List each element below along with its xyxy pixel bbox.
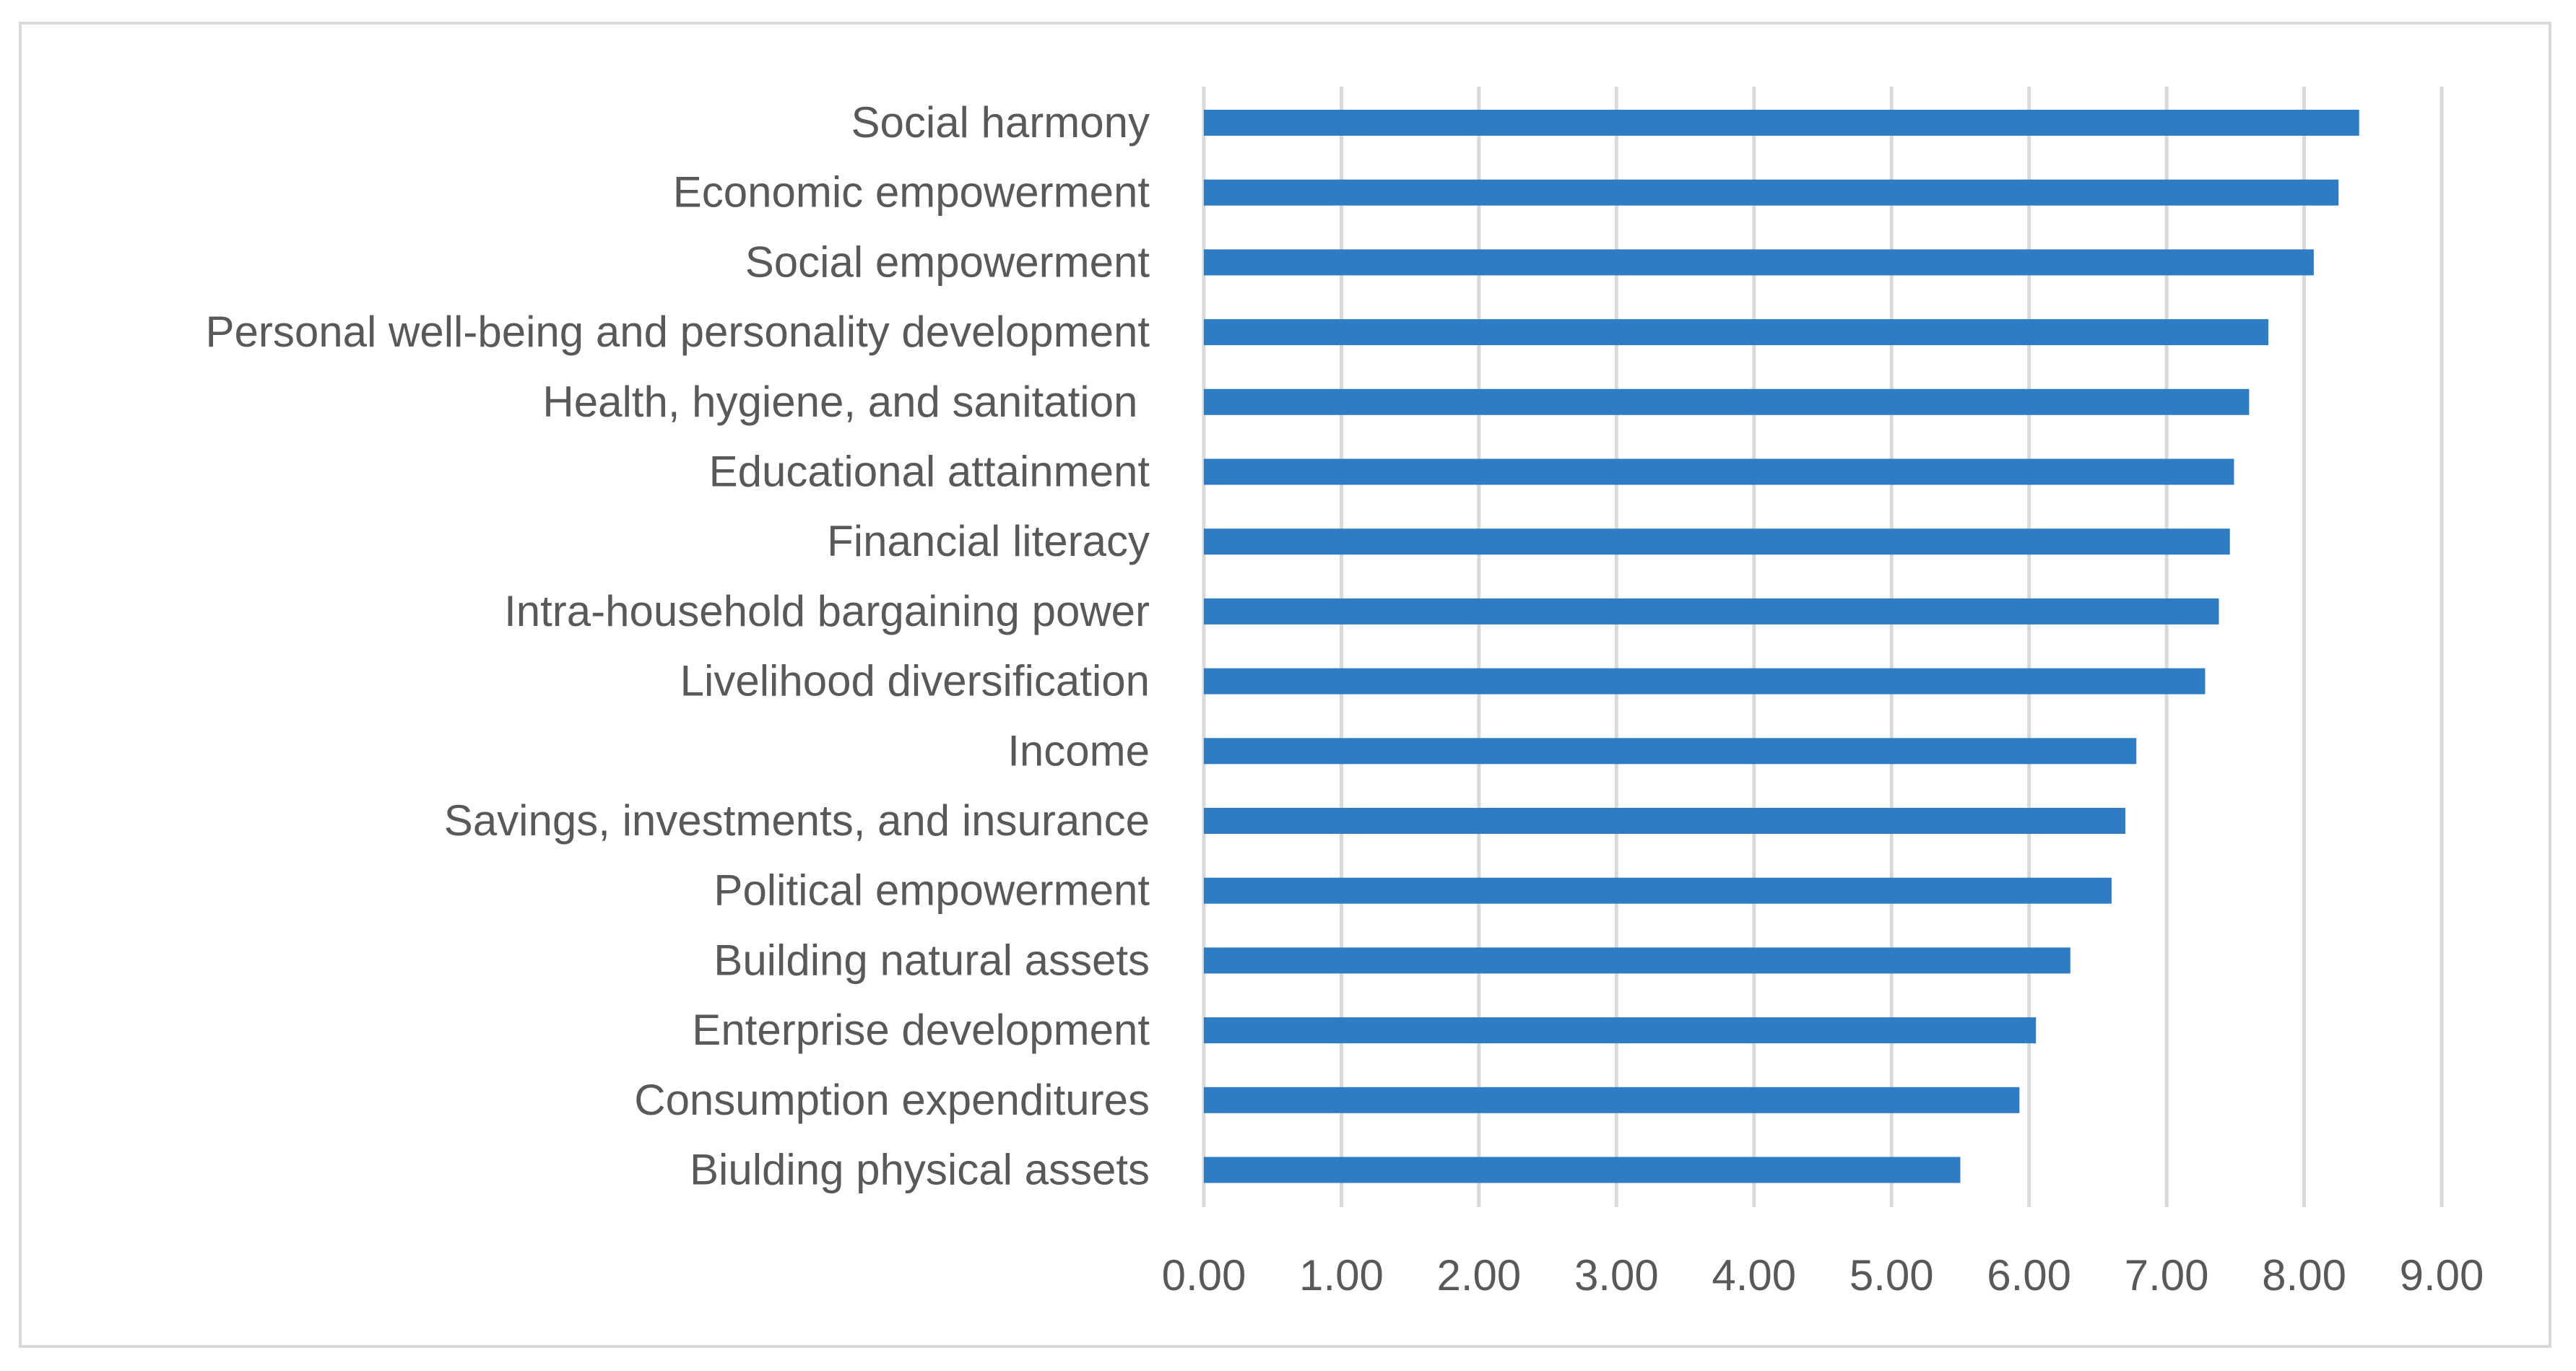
x-tick-label: 3.00 [1574, 1251, 1659, 1300]
bar [1204, 458, 2234, 485]
bars [1204, 110, 2359, 1183]
bar [1204, 598, 2219, 624]
x-tick-label: 4.00 [1712, 1251, 1796, 1300]
category-label: Income [1007, 726, 1150, 775]
x-tick-labels: 0.00 1.00 2.00 3.00 4.00 5.00 6.00 7.00 8.00 9.00 [1162, 1251, 2484, 1300]
category-label: Social empowerment [745, 238, 1150, 286]
bar [1204, 1087, 2020, 1113]
x-tick-label: 0.00 [1162, 1251, 1246, 1300]
category-label: Health, hygiene, and sanitation [542, 378, 1150, 426]
bar [1204, 738, 2137, 765]
bar [1204, 388, 2250, 415]
x-tick-label: 8.00 [2262, 1251, 2346, 1300]
category-label: Social harmony [851, 98, 1150, 147]
bar [1204, 179, 2339, 206]
category-label: Savings, investments, and insurance [444, 796, 1150, 845]
category-label: Consumption expenditures [634, 1076, 1150, 1124]
bar [1204, 1017, 2037, 1044]
category-label: Building natural assets [714, 936, 1150, 984]
bar [1204, 1157, 1961, 1183]
x-tick-label: 9.00 [2400, 1251, 2484, 1300]
x-tick-label: 1.00 [1299, 1251, 1384, 1300]
bar [1204, 668, 2206, 695]
bar [1204, 877, 2112, 904]
bar [1204, 249, 2314, 276]
category-labels: Social harmony Economic empowerment Social… [206, 98, 1150, 1194]
x-tick-label: 5.00 [1849, 1251, 1934, 1300]
bar [1204, 528, 2230, 555]
bar [1204, 319, 2269, 346]
category-label: Enterprise development [692, 1006, 1150, 1054]
category-label: Educational attainment [709, 448, 1150, 496]
category-label: Livelihood diversification [680, 657, 1150, 705]
x-tick-label: 7.00 [2125, 1251, 2209, 1300]
category-label: Economic empowerment [673, 168, 1150, 217]
bar [1204, 110, 2359, 136]
x-tick-label: 2.00 [1436, 1251, 1521, 1300]
bar [1204, 808, 2125, 834]
x-tick-label: 6.00 [1987, 1251, 2071, 1300]
category-label: Biulding physical assets [690, 1146, 1150, 1194]
category-label: Political empowerment [714, 866, 1150, 915]
category-label: Intra-household bargaining power [504, 587, 1150, 635]
category-label: Personal well-being and personality deve… [206, 308, 1150, 356]
bar [1204, 947, 2070, 974]
category-label: Financial literacy [827, 517, 1150, 565]
